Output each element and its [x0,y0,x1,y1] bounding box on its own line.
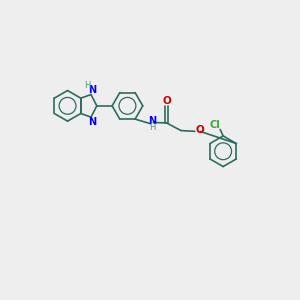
Text: O: O [162,96,171,106]
Text: N: N [88,117,96,127]
Text: H: H [149,123,156,132]
Text: H: H [84,81,91,90]
Text: N: N [148,116,157,126]
Text: N: N [88,85,96,94]
Text: O: O [196,124,205,135]
Text: Cl: Cl [209,120,220,130]
